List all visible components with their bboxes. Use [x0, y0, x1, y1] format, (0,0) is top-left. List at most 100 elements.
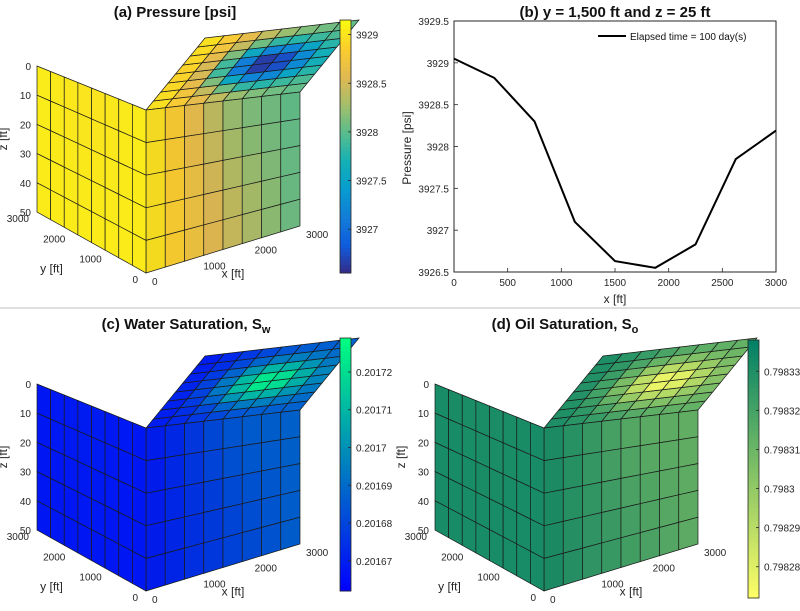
colorbar-segment: [748, 400, 759, 405]
colorbar-tick-label: 0.79833: [764, 367, 800, 378]
right-face-cell: [261, 176, 282, 210]
panel-d-title-main: (d) Oil Saturation, S: [492, 316, 632, 333]
colorbar-segment: [340, 405, 351, 411]
colorbar-segment: [340, 569, 351, 575]
colorbar-frame: [339, 19, 352, 274]
right-face-cell: [184, 163, 205, 200]
left-face-cell: [516, 416, 531, 456]
right-face-cell: [145, 139, 166, 176]
colorbar-segment: [340, 205, 351, 211]
z-tick-label: 40: [418, 497, 430, 508]
colorbar-segment: [340, 70, 351, 76]
right-face-cell: [582, 451, 603, 487]
right-face-cell: [659, 439, 680, 472]
right-face-cell: [582, 481, 603, 518]
right-face-cell: [164, 105, 185, 141]
panel-b-xlabel: x [ft]: [604, 292, 627, 306]
right-face-cell: [241, 527, 262, 563]
colorbar-segment: [340, 91, 351, 97]
colorbar-segment: [340, 380, 351, 385]
colorbar-segment: [748, 512, 759, 517]
colorbar-segment: [748, 395, 759, 401]
colorbar-segment: [340, 456, 351, 461]
right-face-cell: [582, 420, 603, 456]
colorbar-segment: [748, 340, 759, 345]
panel-c-water-saturation-3d: (c) Water Saturation, Sw 0 10 20 30 40 50 z [f…: [0, 316, 393, 606]
colorbar-segment: [340, 222, 351, 228]
right-face-cell: [203, 219, 224, 256]
colorbar-segment: [340, 397, 351, 402]
colorbar-segment: [748, 456, 759, 461]
y-axis-label: y [ft]: [40, 580, 63, 594]
colorbar-segment: [748, 447, 759, 453]
colorbar-segment: [748, 576, 759, 582]
panel-c-title-sub: w: [261, 324, 271, 336]
colorbar-segment: [748, 374, 759, 380]
y-tick-label: 3926.5: [418, 268, 449, 279]
right-face-cell: [659, 494, 680, 528]
colorbar-segment: [340, 413, 351, 419]
y-tick-label: 3928.5: [418, 101, 449, 112]
colorbar-segment: [748, 533, 759, 539]
colorbar-segment: [340, 464, 351, 470]
colorbar-frame: [747, 339, 760, 599]
colorbar-tick-label: 0.7983: [764, 485, 795, 496]
x-tick-label: 3000: [704, 548, 727, 559]
x-tick-label: 2000: [255, 246, 278, 257]
colorbar-segment: [340, 116, 351, 122]
x-tick-label: 2000: [658, 278, 681, 289]
colorbar-segment: [748, 559, 759, 565]
right-face-cell: [678, 489, 699, 523]
right-face-cell: [261, 411, 282, 444]
right-face-cell: [145, 107, 166, 144]
colorbar-segment: [340, 209, 351, 215]
panel-b-ylabel: Pressure [psi]: [400, 111, 414, 184]
colorbar-segment: [340, 481, 351, 487]
colorbar-segment: [748, 348, 759, 354]
left-face-cell: [91, 529, 106, 569]
right-face-cell: [222, 532, 243, 568]
left-face-cell: [132, 550, 147, 592]
x-axis-label: x [ft]: [222, 267, 245, 281]
right-face-cell: [678, 409, 699, 441]
colorbar-segment: [748, 408, 759, 414]
colorbar-segment: [340, 260, 351, 266]
right-face-cell: [184, 194, 205, 231]
colorbar-segment: [340, 247, 351, 253]
right-face-cell: [241, 180, 262, 216]
panel-a-axes: 0 10 20 30 40 50 z [ft] 0 1000 2000 3000 y [ft] 0 100…: [0, 62, 329, 288]
left-face-cell: [530, 550, 545, 592]
right-face-cell: [261, 439, 282, 472]
z-tick-label: 0: [25, 62, 31, 73]
x-tick-label: 1000: [203, 579, 226, 590]
right-face-cell: [543, 489, 564, 527]
colorbar-segment: [340, 213, 351, 219]
y-tick-label: 3929: [427, 59, 450, 70]
right-face-cell: [222, 156, 243, 191]
right-face-cell: [639, 527, 660, 563]
right-face-cell: [639, 442, 660, 476]
right-face-cell: [184, 420, 205, 456]
y-tick-label: 3000: [7, 214, 30, 225]
colorbar-segment: [748, 352, 759, 358]
y-tick-label: 3929.5: [418, 17, 449, 28]
left-face-cell: [489, 405, 504, 444]
colorbar-segment: [748, 434, 759, 440]
colorbar-segment: [340, 167, 351, 173]
colorbar-segment: [340, 180, 351, 185]
colorbar-segment: [340, 112, 351, 118]
colorbar-segment: [340, 354, 351, 360]
colorbar-segment: [340, 45, 351, 51]
panel-a-colorbar: 3929 3928.5 3928 3927.5 3927: [339, 19, 387, 274]
colorbar-tick-label: 3927.5: [356, 177, 387, 188]
z-tick-label: 30: [418, 468, 430, 479]
right-face-cell: [203, 448, 224, 483]
left-face-cell: [489, 529, 504, 569]
colorbar-segment: [340, 451, 351, 457]
right-face-cell: [184, 451, 205, 487]
right-face-cell: [222, 98, 243, 132]
colorbar-segment: [340, 53, 351, 59]
colorbar-segment: [340, 95, 351, 101]
colorbar-segment: [340, 201, 351, 207]
